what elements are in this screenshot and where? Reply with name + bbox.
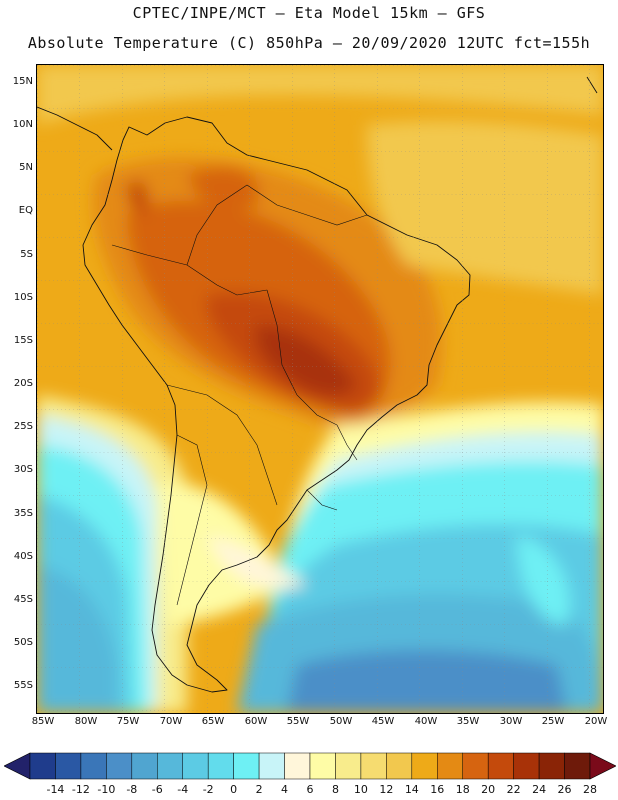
- lon-label: 20W: [584, 716, 608, 727]
- colorbar-swatch: [335, 752, 362, 780]
- lon-label: 25W: [541, 716, 565, 727]
- colorbar-swatch: [29, 752, 56, 780]
- lat-label: 15N: [12, 76, 33, 87]
- lat-label: 10S: [13, 292, 33, 303]
- colorbar-swatch: [55, 752, 82, 780]
- colorbar-label: -2: [202, 783, 214, 796]
- lat-label: 15S: [13, 335, 33, 346]
- lon-label: 65W: [201, 716, 225, 727]
- lon-label: 50W: [329, 716, 353, 727]
- lat-label: 10N: [12, 119, 33, 130]
- colorbar-label: 22: [506, 783, 521, 796]
- colorbar-swatch: [207, 752, 234, 780]
- lat-label: 35S: [13, 508, 33, 519]
- colorbar-label: -6: [151, 783, 163, 796]
- temperature-map: [36, 64, 604, 714]
- lon-label: 70W: [159, 716, 183, 727]
- lat-label: 45S: [13, 594, 33, 605]
- colorbar-swatch: [538, 752, 565, 780]
- lat-label: EQ: [18, 205, 33, 216]
- lon-label: 35W: [456, 716, 480, 727]
- lat-label: 40S: [13, 551, 33, 562]
- colorbar-high-arrow: [589, 752, 616, 780]
- map-subtitle: Absolute Temperature (C) 850hPa – 20/09/…: [27, 34, 591, 52]
- colorbar-swatch: [513, 752, 540, 780]
- colorbar-swatch: [386, 752, 413, 780]
- colorbar-label: 18: [455, 783, 470, 796]
- colorbar-label: 0: [230, 783, 238, 796]
- lon-label: 60W: [244, 716, 268, 727]
- colorbar-label: 14: [404, 783, 419, 796]
- colorbar-swatch: [284, 752, 311, 780]
- lon-label: 55W: [286, 716, 310, 727]
- colorbar-label: -8: [126, 783, 138, 796]
- lon-label: 45W: [371, 716, 395, 727]
- map-canvas: [37, 65, 603, 713]
- colorbar-swatch: [411, 752, 438, 780]
- lat-label: 25S: [13, 421, 33, 432]
- colorbar-swatch: [462, 752, 489, 780]
- colorbar-swatch: [157, 752, 183, 780]
- colorbar-swatch: [309, 752, 336, 780]
- colorbar-label: 4: [281, 783, 289, 796]
- colorbar-swatch: [106, 752, 133, 780]
- colorbar-swatch: [258, 752, 285, 780]
- lat-label: 55S: [13, 680, 33, 691]
- colorbar-boxes: [29, 752, 591, 780]
- color-scale-bar: [4, 752, 616, 780]
- colorbar-swatch: [80, 752, 107, 780]
- colorbar-label: -4: [177, 783, 189, 796]
- colorbar-label: -12: [71, 783, 90, 796]
- colorbar-swatch: [182, 752, 209, 780]
- colorbar-label: 26: [557, 783, 572, 796]
- colorbar-swatch: [564, 752, 591, 780]
- colorbar-swatch: [131, 752, 158, 780]
- lon-label: 75W: [116, 716, 140, 727]
- colorbar-label: 12: [379, 783, 394, 796]
- colorbar-label: -14: [46, 783, 65, 796]
- lat-lon-grid: [37, 65, 603, 713]
- colorbar-swatch: [233, 752, 260, 780]
- lon-label: 80W: [74, 716, 98, 727]
- colorbar-label: 24: [532, 783, 547, 796]
- colorbar-swatch: [437, 752, 463, 780]
- colorbar-label: 6: [306, 783, 314, 796]
- lon-label: 40W: [414, 716, 438, 727]
- lat-label: 50S: [13, 637, 33, 648]
- colorbar-label: 2: [255, 783, 263, 796]
- colorbar-label: 16: [430, 783, 445, 796]
- lat-label: 30S: [13, 464, 33, 475]
- colorbar-low-arrow: [4, 752, 31, 780]
- colorbar-label: 20: [481, 783, 496, 796]
- lon-label: 30W: [499, 716, 523, 727]
- lon-label: 85W: [31, 716, 55, 727]
- colorbar-label: 28: [583, 783, 597, 796]
- lat-label: 5S: [20, 249, 33, 260]
- colorbar-label: 8: [331, 783, 339, 796]
- colorbar-swatch: [360, 752, 387, 780]
- lat-label: 5N: [19, 162, 33, 173]
- colorbar-label: -10: [97, 783, 116, 796]
- colorbar-label: 10: [353, 783, 368, 796]
- lat-label: 20S: [13, 378, 33, 389]
- colorbar-swatch: [487, 752, 514, 780]
- map-title: CPTEC/INPE/MCT – Eta Model 15km – GFS: [132, 4, 486, 22]
